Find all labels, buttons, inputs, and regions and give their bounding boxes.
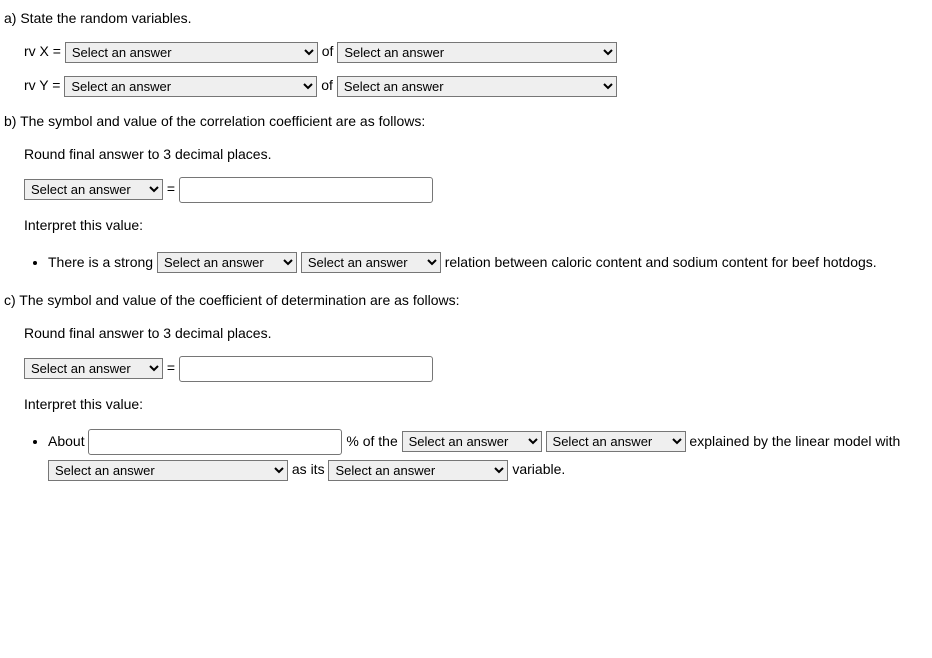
part-b-round: Round final answer to 3 decimal places.: [24, 144, 928, 165]
interp-c-pct-input[interactable]: [88, 429, 342, 455]
interp-c-as-its: as its: [292, 461, 329, 477]
interp-c-explained: explained by the linear model with: [689, 433, 900, 449]
part-c-round: Round final answer to 3 decimal places.: [24, 323, 928, 344]
interp-b-select-1[interactable]: Select an answer: [157, 252, 297, 273]
part-a-label: a) State the random variables.: [4, 8, 928, 29]
of-text-2: of: [321, 77, 337, 93]
interp-b-select-2[interactable]: Select an answer: [301, 252, 441, 273]
det-value-input[interactable]: [179, 356, 433, 382]
rv-x-select[interactable]: Select an answer: [65, 42, 318, 63]
rv-y-label: rv Y =: [24, 77, 64, 93]
part-b-label: b) The symbol and value of the correlati…: [4, 111, 928, 132]
interp-c-select-2[interactable]: Select an answer: [546, 431, 686, 452]
rv-y-select[interactable]: Select an answer: [64, 76, 317, 97]
interpret-label-c: Interpret this value:: [24, 394, 928, 415]
det-symbol-select[interactable]: Select an answer: [24, 358, 163, 379]
rv-x-of-select[interactable]: Select an answer: [337, 42, 617, 63]
interp-c-pct-of-the: % of the: [346, 433, 401, 449]
interp-b-text-2: relation between caloric content and sod…: [445, 254, 877, 270]
part-c-label: c) The symbol and value of the coefficie…: [4, 290, 928, 311]
corr-value-input[interactable]: [179, 177, 433, 203]
interp-c-select-1[interactable]: Select an answer: [402, 431, 542, 452]
equals-b: =: [167, 180, 179, 196]
corr-symbol-select[interactable]: Select an answer: [24, 179, 163, 200]
interp-c-about: About: [48, 433, 88, 449]
equals-c: =: [167, 359, 179, 375]
interp-c-select-4[interactable]: Select an answer: [328, 460, 508, 481]
list-item: There is a strong Select an answer Selec…: [48, 248, 928, 276]
rv-y-of-select[interactable]: Select an answer: [337, 76, 617, 97]
of-text-1: of: [322, 43, 338, 59]
list-item: About % of the Select an answer Select a…: [48, 427, 928, 483]
interpret-label-b: Interpret this value:: [24, 215, 928, 236]
interp-b-text-1: There is a strong: [48, 254, 157, 270]
rv-x-label: rv X =: [24, 43, 65, 59]
interp-c-variable: variable.: [512, 461, 565, 477]
interp-c-select-3[interactable]: Select an answer: [48, 460, 288, 481]
